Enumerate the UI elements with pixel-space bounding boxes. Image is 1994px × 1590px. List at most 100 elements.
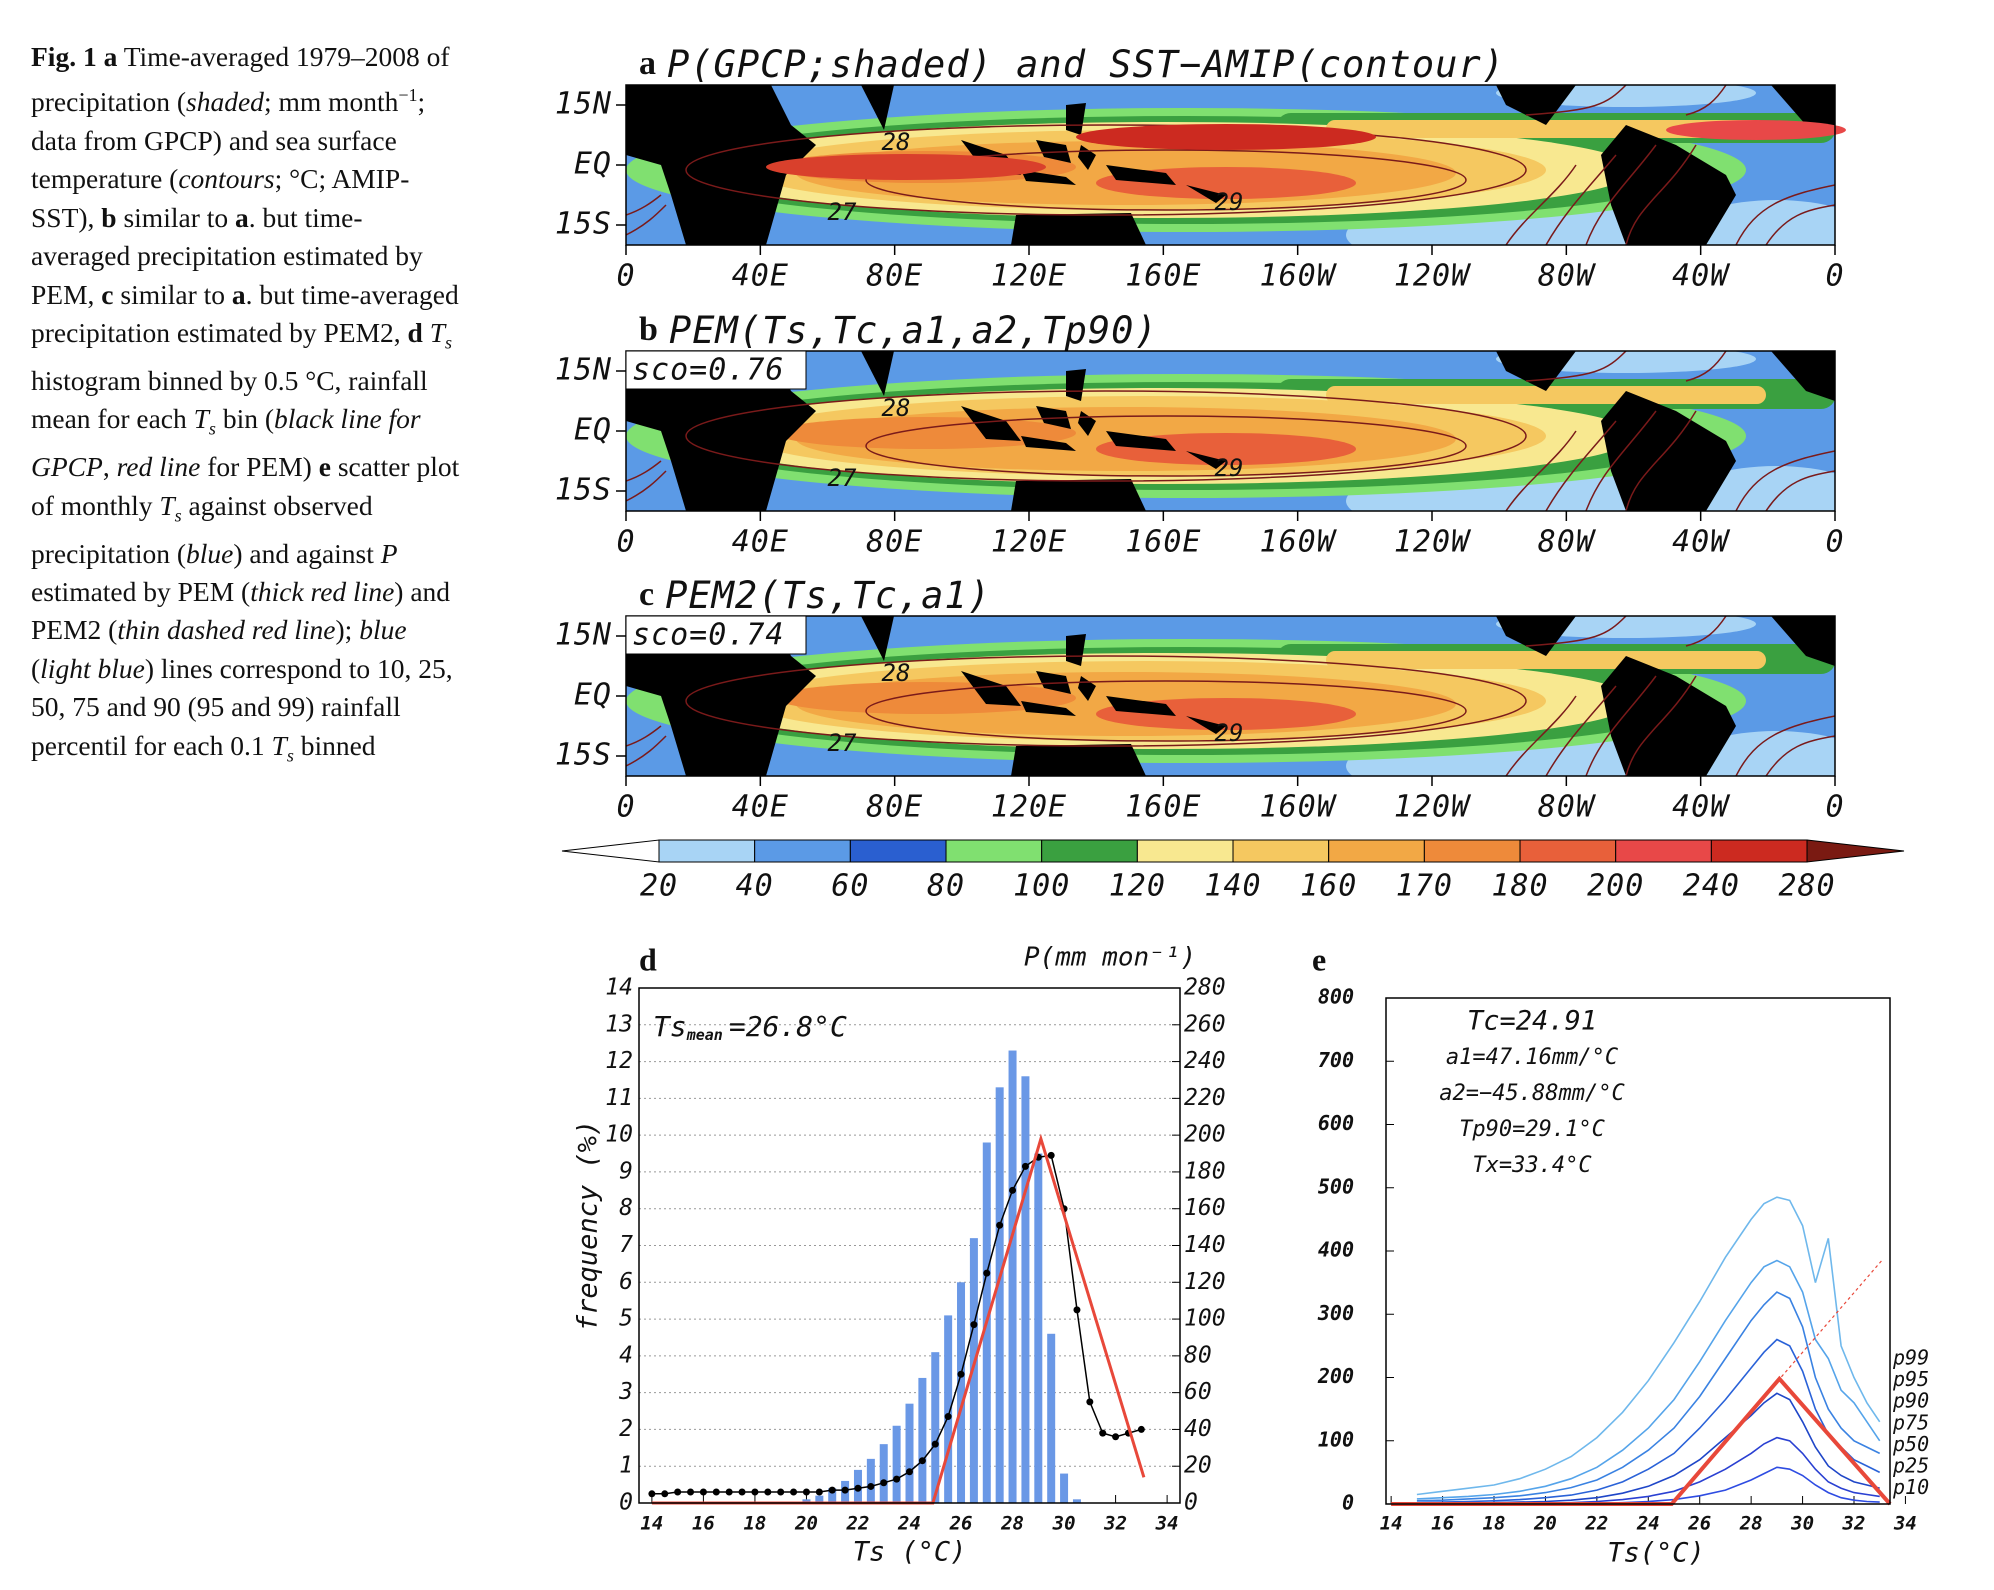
colorbar-box [1519,839,1617,863]
rain-max [1076,124,1376,150]
data-point [983,1269,991,1277]
histogram-bar [905,1403,914,1503]
title-text: PEM2(Ts,Tc,a1) [665,574,991,617]
caption-text: s [445,332,453,353]
annotation-rest: =26.8°C [729,1010,847,1043]
caption-text: e [318,451,331,483]
lon-label: 0 [616,259,635,294]
contour-label: 27 [828,729,857,757]
data-point [1137,1425,1145,1433]
y-tick-label: 10 [605,1122,633,1148]
caption-text: against observed precipitation ( [31,489,373,569]
y-tick-label: 700 [1318,1048,1354,1072]
x-tick-label: 28 [1000,1513,1024,1535]
data-point [841,1486,849,1494]
colorbar-under [561,839,660,863]
y-axis-label: frequency (%) [573,1120,604,1331]
caption-text: −1 [398,85,418,106]
data-point [893,1475,901,1483]
contour-label: 29 [1215,454,1244,482]
x-axis-label: Ts(°C) [1607,1538,1705,1569]
lon-label: 160E [1125,790,1201,825]
caption-text: thick red line [250,575,395,607]
lon-label: 160W [1260,259,1338,294]
caption-text: red line [116,451,201,483]
panel-letter: d [639,941,657,977]
lon-label: 120W [1394,790,1472,825]
x-tick-label: 30 [1790,1513,1814,1535]
lat-label: EQ [574,678,612,713]
y2-tick-label: 200 [1184,1122,1226,1148]
histogram-bar [1034,1153,1043,1503]
colorbar-label: 200 [1587,869,1644,904]
annotation: Tp90=29.1°C [1459,1117,1605,1142]
data-line [1416,1291,1881,1502]
map-panel: a P(GPCP;shaded) and SST−AMIP(contour) 15N… [555,43,1846,294]
lon-label: 80W [1538,259,1597,294]
y-tick-label: 5 [619,1306,633,1332]
legend-label: p25 [1892,1454,1929,1478]
lon-label: 160W [1260,790,1338,825]
caption-text: s [174,505,182,526]
caption-text: a [235,201,249,233]
colorbar-label: 60 [831,869,869,904]
y2-tick-label: 20 [1184,1453,1212,1479]
data-point [1009,1186,1017,1194]
map-image [626,616,1835,776]
x-tick-label: 20 [1533,1513,1557,1535]
colorbar-label: 120 [1109,869,1166,904]
map-title: a P(GPCP;shaded) and SST−AMIP(contour) [639,43,1505,86]
x-tick-label: 14 [640,1513,663,1535]
data-point [661,1490,669,1498]
caption-text: P [380,537,398,569]
lon-label: 40W [1672,790,1731,825]
histogram-bar [828,1488,837,1503]
caption-text: bin ( [215,403,274,435]
x-tick-label: 22 [846,1513,870,1535]
contour-label: 28 [882,394,911,422]
histogram-bar [879,1444,888,1503]
caption-text: thin dashed red line [117,614,336,646]
caption-text: Fig. 1 a [31,41,118,72]
lat-label: 15S [555,473,612,508]
colorbar-label: 280 [1778,869,1835,904]
map-title: c PEM2(Ts,Tc,a1) [639,574,991,617]
caption-text: ) lines correspond to 10, 25, 50, 75 and… [31,652,453,761]
y2-tick-label: 140 [1184,1232,1226,1258]
data-point [674,1488,682,1496]
legend-label: p90 [1892,1389,1929,1413]
caption-text: Time-averaged 1979–2008 of precipitation… [31,41,450,118]
x-axis-label: Ts (°C) [853,1537,967,1568]
histogram-bar [815,1495,824,1503]
data-point [880,1479,888,1487]
lon-label: 0 [616,525,635,560]
annotation-main: Ts [653,1010,687,1043]
y2-tick-label: 180 [1184,1158,1226,1184]
colorbar-label: 100 [1013,869,1070,904]
lon-label: 120E [991,525,1067,560]
map-title: b PEM(Ts,Tc,a1,a2,Tp90) [639,309,1158,352]
lon-label: 120E [991,790,1067,825]
histogram-bar [1060,1473,1069,1503]
caption-text: ) and against [233,537,381,569]
caption-text: ; mm month [263,86,399,118]
annotation: Tsmean =26.8°C [653,1010,847,1044]
colorbar-label: 40 [736,869,774,904]
data-point [867,1482,875,1490]
data-point [1099,1429,1107,1437]
lat-label: 15S [555,738,612,773]
y-tick-label: 2 [619,1416,633,1442]
y2-tick-label: 40 [1184,1416,1212,1442]
lon-label: 160E [1125,259,1201,294]
y-tick-label: 500 [1318,1174,1354,1198]
caption-text: d [407,317,423,348]
rain-max [766,154,1046,180]
data-point [687,1488,695,1496]
histogram-bar [802,1499,811,1503]
lat-label: 15N [555,618,612,653]
colorbar-box [754,839,851,863]
caption-text: similar to [116,201,235,233]
histogram-bar [944,1315,953,1503]
